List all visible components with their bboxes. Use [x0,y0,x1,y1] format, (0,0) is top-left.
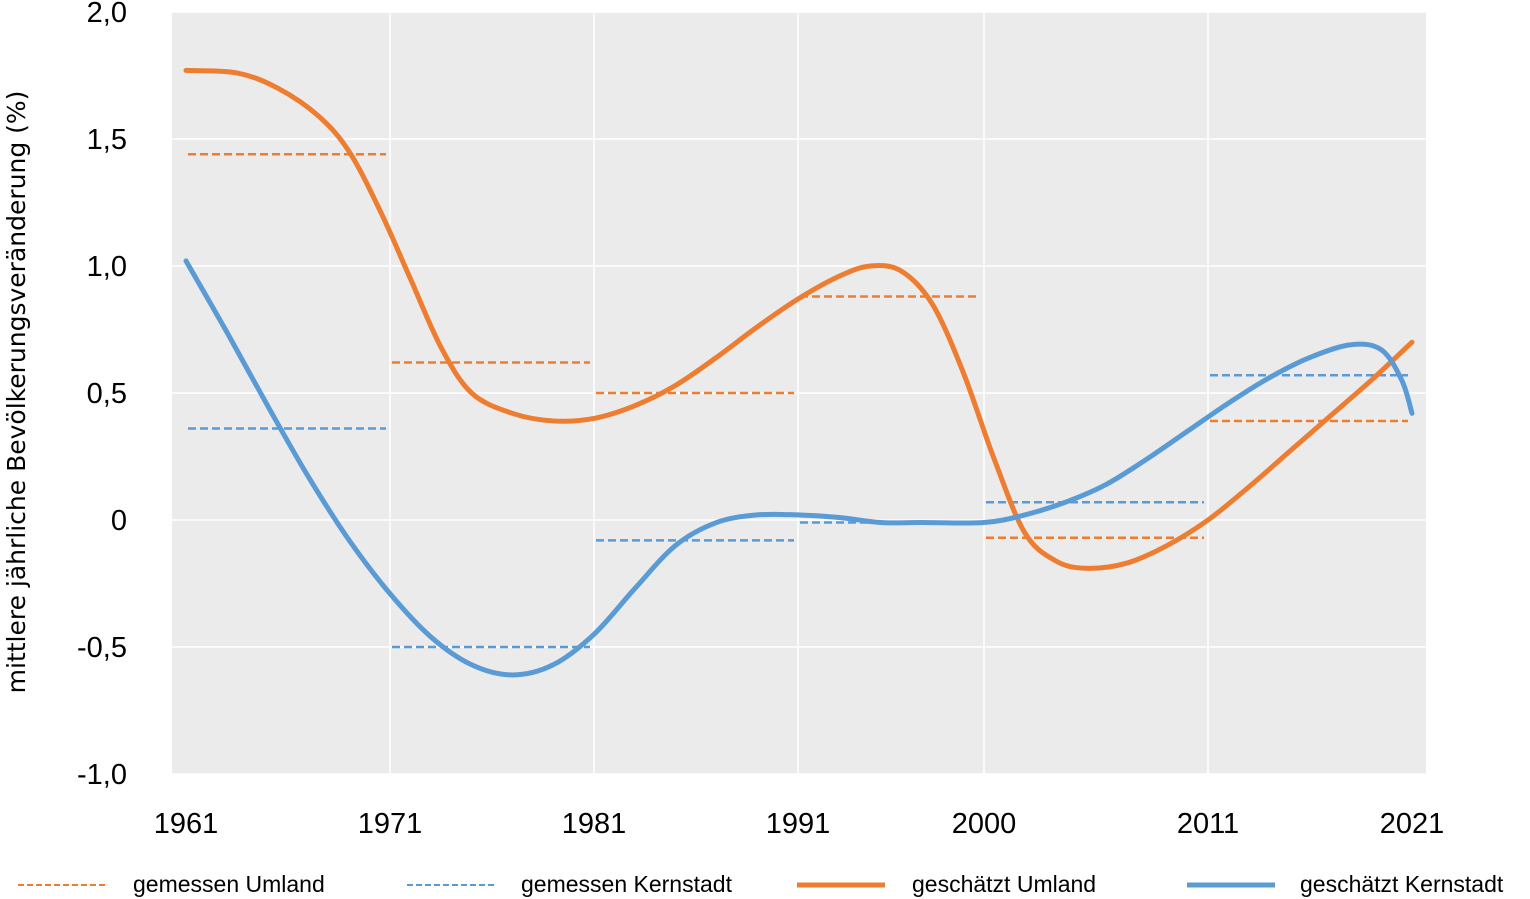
legend-label: geschätzt Umland [912,871,1096,897]
y-axis-label: mittlere jährliche Bevölkerungsveränderu… [2,91,31,694]
x-tick-label: 2021 [1380,808,1445,840]
y-tick-label: 0,5 [87,378,127,410]
estimated-line [183,67,1415,571]
series-layer [183,67,1415,678]
legend-item: gemessen Umland [18,871,325,897]
y-tick-label: 1,0 [87,251,127,283]
legend-item: geschätzt Kernstadt [1187,871,1504,897]
y-tick-label: 0 [111,505,127,537]
series-gemessen-umland [188,152,1408,540]
x-tick-label: 1981 [562,808,627,840]
series-geschätzt-kernstadt [183,258,1415,678]
x-tick-label: 1961 [154,808,219,840]
x-tick-label: 1991 [766,808,831,840]
y-tick-label: -1,0 [77,759,127,791]
legend-label: gemessen Umland [133,871,325,897]
x-tick-label: 2000 [952,808,1017,840]
x-tick-label: 1971 [358,808,423,840]
y-axis-ticks: 2,0 1,5 1,0 0,5 0 -0,5 -1,0 [77,0,127,791]
legend-label: gemessen Kernstadt [521,871,733,897]
x-tick-label: 2011 [1177,808,1239,840]
legend: gemessen Umland gemessen Kernstadt geschät… [18,871,1504,897]
estimated-line [183,258,1415,678]
legend-label: geschätzt Kernstadt [1300,871,1504,897]
y-tick-label: 1,5 [87,124,127,156]
series-geschätzt-umland [183,67,1415,571]
y-tick-label: 2,0 [87,0,127,29]
grid [172,11,1426,775]
legend-item: geschätzt Umland [797,871,1096,897]
legend-item: gemessen Kernstadt [407,871,733,897]
x-axis-ticks: 1961 1971 1981 1991 2000 2011 2021 [154,808,1445,840]
y-tick-label: -0,5 [77,632,127,664]
